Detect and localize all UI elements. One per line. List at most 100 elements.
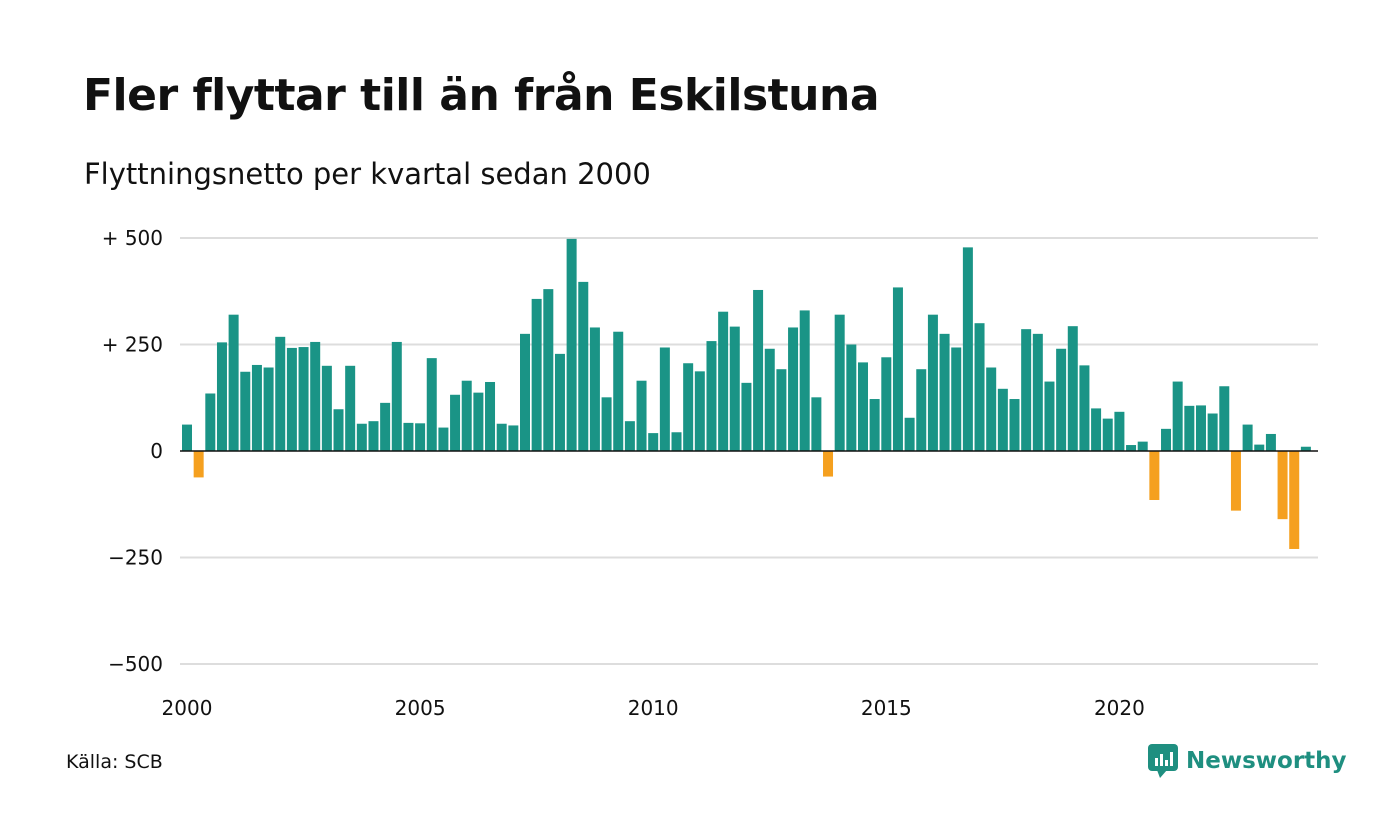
bar <box>357 424 367 451</box>
bar <box>1126 445 1136 451</box>
bar <box>578 282 588 451</box>
bar <box>590 327 600 451</box>
bar <box>427 358 437 451</box>
bar <box>776 369 786 451</box>
bar <box>893 287 903 451</box>
bar <box>1196 405 1206 451</box>
bar <box>380 403 390 451</box>
bar <box>415 423 425 451</box>
bar <box>497 424 507 451</box>
bar <box>846 345 856 452</box>
bar <box>473 393 483 451</box>
bar <box>450 395 460 451</box>
bar <box>264 368 274 452</box>
bar <box>240 372 250 451</box>
bar <box>1231 451 1241 511</box>
bar <box>1219 386 1229 451</box>
bar <box>520 334 530 451</box>
bar <box>625 421 635 451</box>
bar <box>543 289 553 451</box>
bar <box>683 363 693 451</box>
bar <box>672 432 682 451</box>
x-tick-label: 2020 <box>1094 696 1145 720</box>
bar <box>1044 382 1054 451</box>
bar <box>1010 399 1020 451</box>
newsworthy-logo-icon <box>1148 744 1178 778</box>
y-tick-label: + 250 <box>102 333 163 357</box>
source-note: Källa: SCB <box>66 751 163 773</box>
bar <box>940 334 950 451</box>
newsworthy-logo-text: Newsworthy <box>1186 748 1347 774</box>
bar <box>217 342 227 451</box>
x-tick-label: 2010 <box>628 696 679 720</box>
bar <box>1033 334 1043 451</box>
y-tick-label: 0 <box>150 439 163 463</box>
bar <box>975 323 985 451</box>
bar <box>334 409 344 451</box>
bar <box>310 342 320 451</box>
bar <box>1091 408 1101 451</box>
bar <box>730 327 740 451</box>
bar <box>706 341 716 451</box>
x-axis-ticks: 2000 2005 2010 2015 2020 <box>162 696 1145 720</box>
bar <box>194 451 204 477</box>
bar <box>870 399 880 451</box>
bar <box>602 397 612 451</box>
bar <box>998 389 1008 451</box>
bar <box>811 397 821 451</box>
bar <box>928 315 938 451</box>
bar <box>1184 406 1194 451</box>
bar <box>229 315 239 451</box>
bar <box>1289 451 1299 549</box>
newsworthy-logo[interactable]: Newsworthy <box>1148 744 1347 778</box>
bar <box>648 433 658 451</box>
bar <box>287 348 297 451</box>
bar <box>322 366 332 451</box>
bar <box>881 357 891 451</box>
bar <box>1266 434 1276 451</box>
bar <box>753 290 763 451</box>
x-tick-label: 2000 <box>162 696 213 720</box>
bar <box>718 312 728 451</box>
bar <box>182 425 192 451</box>
bar <box>368 421 378 451</box>
bar <box>788 327 798 451</box>
bar <box>275 337 285 451</box>
bar <box>1138 442 1148 451</box>
y-tick-label: + 500 <box>102 226 163 250</box>
bar <box>1068 326 1078 451</box>
bar <box>741 383 751 451</box>
bar <box>660 347 670 451</box>
bar <box>555 354 565 451</box>
bar <box>299 347 309 451</box>
bar <box>835 315 845 451</box>
y-tick-label: −500 <box>108 652 163 676</box>
bar <box>252 365 262 451</box>
bar <box>823 451 833 477</box>
y-tick-label: −250 <box>108 546 163 570</box>
bar <box>403 423 413 451</box>
y-axis-ticks: + 500 + 250 0 −250 −500 <box>102 226 163 676</box>
bar <box>508 425 518 451</box>
bar <box>1208 414 1218 451</box>
bar <box>637 381 647 451</box>
bar <box>963 247 973 451</box>
bar <box>800 310 810 451</box>
bar <box>1056 349 1066 451</box>
bar <box>205 393 215 451</box>
bar <box>695 371 705 451</box>
bar <box>1254 445 1264 451</box>
bar <box>613 332 623 451</box>
bar <box>916 369 926 451</box>
bar <box>485 382 495 451</box>
x-tick-label: 2005 <box>395 696 446 720</box>
bar <box>1103 419 1113 451</box>
bar <box>567 239 577 451</box>
bar <box>532 299 542 451</box>
bar <box>1114 412 1124 451</box>
bar <box>1243 425 1253 451</box>
bar <box>1278 451 1288 519</box>
bars <box>182 239 1311 549</box>
bar <box>1161 429 1171 451</box>
bar <box>986 368 996 452</box>
